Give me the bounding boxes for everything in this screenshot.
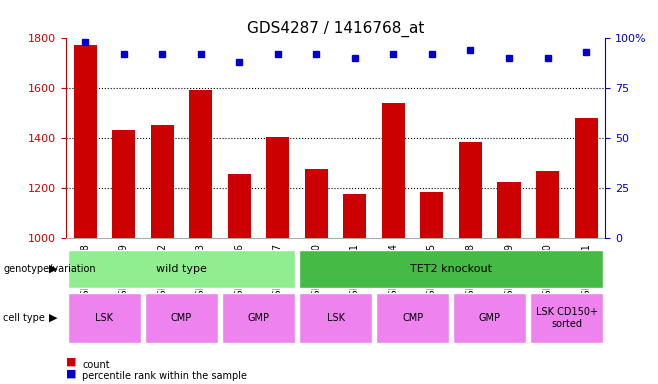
FancyBboxPatch shape — [530, 293, 603, 343]
Text: ▶: ▶ — [49, 264, 58, 274]
Text: LSK: LSK — [95, 313, 113, 323]
Text: CMP: CMP — [171, 313, 192, 323]
FancyBboxPatch shape — [376, 293, 449, 343]
Bar — [382, 103, 405, 238]
Text: percentile rank within the sample: percentile rank within the sample — [82, 371, 247, 381]
FancyBboxPatch shape — [299, 293, 372, 343]
Bar — [112, 129, 135, 238]
FancyBboxPatch shape — [299, 250, 603, 288]
Text: CMP: CMP — [402, 313, 423, 323]
FancyBboxPatch shape — [453, 293, 526, 343]
Bar — [420, 192, 443, 238]
Bar — [266, 137, 290, 238]
FancyBboxPatch shape — [68, 250, 295, 288]
Bar — [574, 118, 597, 238]
Text: wild type: wild type — [156, 264, 207, 274]
Text: cell type: cell type — [3, 313, 45, 323]
FancyBboxPatch shape — [68, 293, 141, 343]
Text: ■: ■ — [66, 357, 76, 367]
Text: TET2 knockout: TET2 knockout — [410, 264, 492, 274]
Text: genotype/variation: genotype/variation — [3, 264, 96, 274]
Text: count: count — [82, 360, 110, 370]
Title: GDS4287 / 1416768_at: GDS4287 / 1416768_at — [247, 21, 424, 37]
Bar — [151, 124, 174, 238]
Bar — [189, 89, 213, 238]
Bar — [74, 45, 97, 238]
Text: GMP: GMP — [479, 313, 501, 323]
Bar — [497, 182, 520, 238]
Text: ■: ■ — [66, 368, 76, 378]
FancyBboxPatch shape — [222, 293, 295, 343]
Text: LSK: LSK — [326, 313, 345, 323]
Bar — [228, 174, 251, 238]
Bar — [536, 170, 559, 238]
Text: ▶: ▶ — [49, 313, 58, 323]
Text: GMP: GMP — [247, 313, 270, 323]
Bar — [459, 142, 482, 238]
Bar — [343, 194, 367, 238]
FancyBboxPatch shape — [145, 293, 218, 343]
Bar — [305, 169, 328, 238]
Text: LSK CD150+
sorted: LSK CD150+ sorted — [536, 307, 598, 329]
